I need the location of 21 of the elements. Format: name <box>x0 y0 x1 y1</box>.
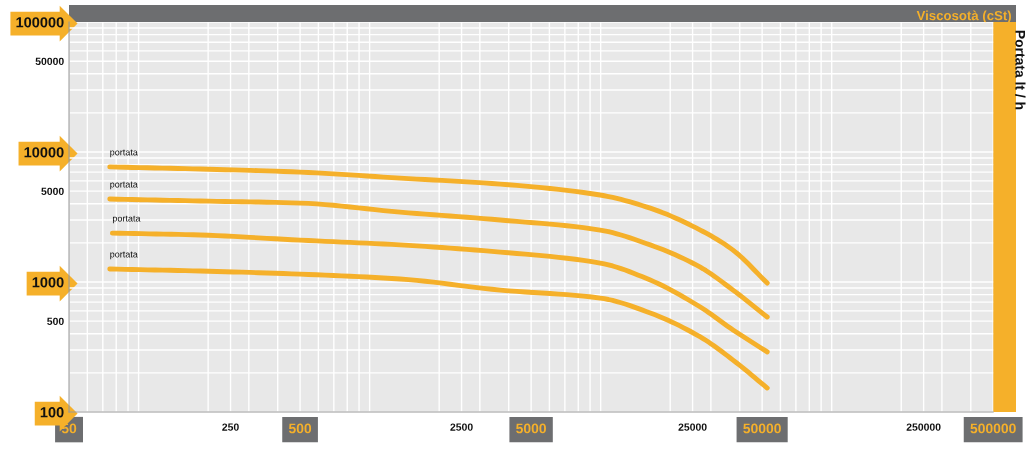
x-tick-label: 5000 <box>516 423 546 434</box>
series-label: portata <box>110 181 138 190</box>
y-tick-label: 100000 <box>16 17 64 28</box>
x-tick-label: 500 <box>288 423 312 434</box>
x-tick-label: 50000 <box>743 423 781 434</box>
series-label: portata <box>112 215 141 224</box>
x-tick-label: 2500 <box>450 423 473 431</box>
y-tick-label: 50000 <box>35 57 64 66</box>
y-tick-label: 10000 <box>24 147 64 158</box>
series-label: portata <box>110 149 138 158</box>
y-tick-label: 1000 <box>32 277 64 288</box>
x-tick-label: 500000 <box>970 423 1016 434</box>
x-tick-label: 250000 <box>906 423 941 431</box>
y-axis-title: Portata lt / h <box>1015 30 1026 110</box>
y-tick-label: 500 <box>47 317 64 326</box>
y-tick-label: 100 <box>40 407 64 418</box>
series-label: portata <box>110 251 138 260</box>
x-axis-title: Viscosotà (cSt) <box>916 10 1011 23</box>
x-tick-label: 25000 <box>678 423 707 431</box>
x-tick-label: 250 <box>222 423 239 431</box>
y-tick-label: 5000 <box>41 187 64 196</box>
